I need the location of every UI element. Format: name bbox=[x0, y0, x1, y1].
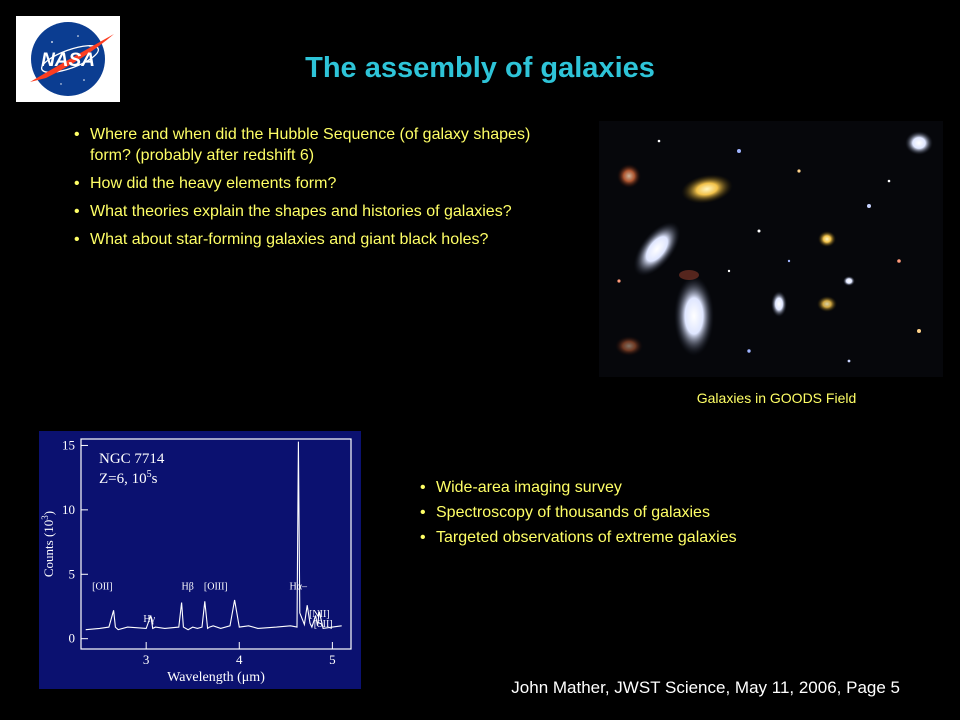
y-tick-label: 10 bbox=[62, 502, 75, 517]
question-list: Where and when did the Hubble Sequence (… bbox=[74, 124, 574, 257]
plot-frame bbox=[80, 438, 352, 650]
y-axis-label: Counts (103) bbox=[40, 511, 56, 577]
method-list: Wide-area imaging survey Spectroscopy of… bbox=[420, 477, 820, 552]
bullet-item: Spectroscopy of thousands of galaxies bbox=[420, 502, 820, 523]
slide-footer: John Mather, JWST Science, May 11, 2006,… bbox=[511, 678, 900, 697]
emission-line-label: [OIII] bbox=[204, 582, 228, 593]
x-tick-label: 4 bbox=[236, 652, 243, 667]
redshift-text: Z=6, 10 bbox=[99, 471, 147, 487]
nasa-logo: NASA bbox=[16, 16, 120, 102]
y-tick-label: 0 bbox=[69, 631, 76, 646]
bullet-item: What about star-forming galaxies and gia… bbox=[74, 229, 574, 250]
exponent-text: 5 bbox=[147, 469, 152, 480]
image-caption: Galaxies in GOODS Field bbox=[696, 390, 857, 406]
spectrum-plot: 3 4 5 0 5 10 15 [OII] Hβ [OIII] Hα– [NII][SII] Hγ N… bbox=[40, 437, 352, 685]
bullet-item: Where and when did the Hubble Sequence (… bbox=[74, 124, 574, 166]
nasa-meatball-icon: NASA bbox=[30, 22, 114, 96]
ylabel-sup: 3 bbox=[40, 515, 50, 520]
bullet-item: Targeted observations of extreme galaxie… bbox=[420, 527, 820, 548]
ylabel-end: ) bbox=[41, 511, 56, 515]
x-tick-label: 3 bbox=[143, 652, 150, 667]
goods-field-image bbox=[599, 121, 943, 377]
x-tick-label: 5 bbox=[329, 652, 336, 667]
ylabel-text: Counts (10 bbox=[41, 520, 56, 577]
bullet-item: How did the heavy elements form? bbox=[74, 173, 574, 194]
spectrum-line bbox=[85, 441, 342, 631]
bullet-item: Wide-area imaging survey bbox=[420, 477, 820, 498]
emission-line-label: [SII] bbox=[314, 619, 333, 630]
redshift-label: Z=6, 105s bbox=[99, 469, 158, 487]
emission-line-label: [OII] bbox=[92, 582, 113, 593]
galaxy-field-picture bbox=[599, 121, 943, 377]
y-tick-label: 5 bbox=[69, 566, 76, 581]
y-tick-label: 15 bbox=[62, 437, 75, 452]
emission-line-label: Hβ bbox=[182, 582, 194, 593]
emission-line-label: Hγ bbox=[143, 614, 155, 625]
unit-text: s bbox=[152, 471, 158, 487]
x-axis-label: Wavelength (μm) bbox=[167, 670, 265, 685]
slide-title: The assembly of galaxies bbox=[305, 52, 655, 84]
spectrum-chart: 3 4 5 0 5 10 15 [OII] Hβ [OIII] Hα– [NII] [SII] Hγ N… bbox=[39, 431, 361, 689]
svg-text:NASA: NASA bbox=[41, 50, 95, 71]
emission-line-label: Hα– bbox=[290, 582, 308, 593]
bullet-item: What theories explain the shapes and his… bbox=[74, 201, 574, 222]
object-label: NGC 7714 bbox=[99, 451, 165, 467]
emission-line-label: [NII] bbox=[309, 609, 330, 620]
